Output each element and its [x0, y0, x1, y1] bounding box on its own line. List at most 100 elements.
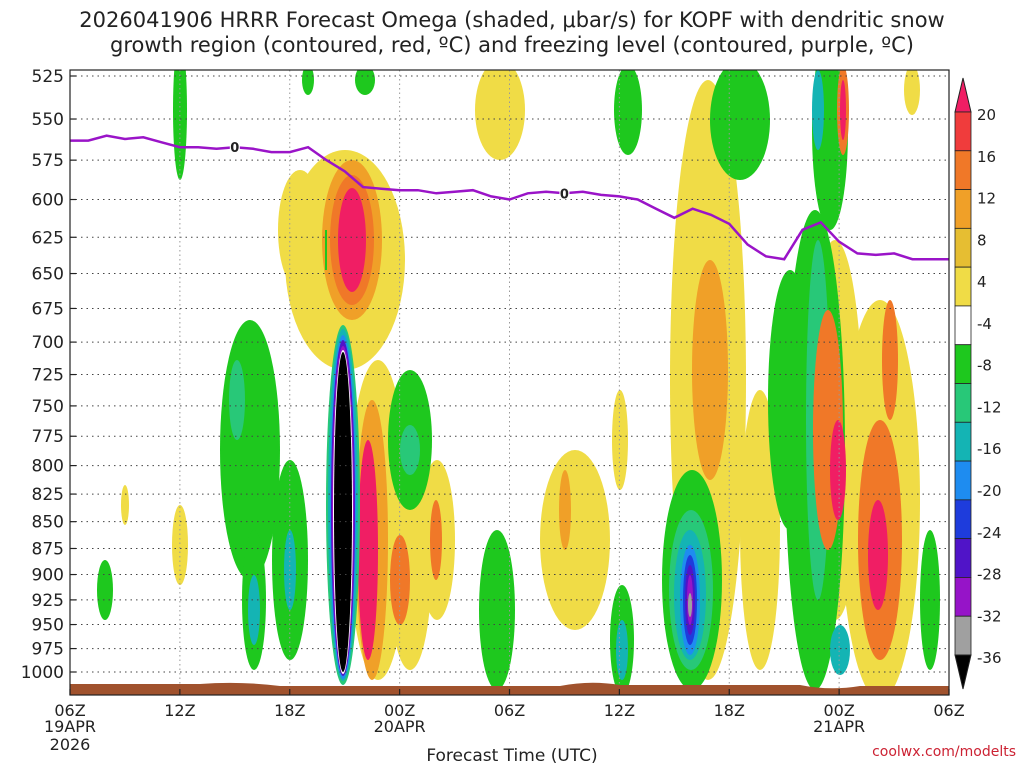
credit-watermark[interactable]: coolwx.com/modelts — [872, 744, 1016, 760]
x-tick-label: 18Z — [714, 701, 745, 720]
y-tick-label: 525 — [32, 67, 64, 87]
colorbar-label: -8 — [977, 357, 992, 375]
x-tick-label: 06Z — [933, 701, 964, 720]
freezing-label-bg — [229, 139, 240, 154]
x-tick-label: 06Z — [54, 701, 85, 720]
colorbar-swatch — [954, 344, 972, 384]
omega-negative-region — [302, 70, 314, 95]
omega-negative-region — [812, 70, 824, 150]
omega-negative-region — [248, 575, 260, 645]
omega-positive-region — [358, 440, 378, 660]
y-tick-label: 975 — [32, 640, 64, 660]
y-tick-label: 625 — [32, 228, 64, 248]
x-date-label: 20APR — [374, 717, 426, 736]
omega-positive-region — [475, 70, 525, 160]
omega-negative-region — [830, 625, 850, 675]
x-date-label: 21APR — [813, 717, 865, 736]
colorbar-label: -32 — [977, 607, 1002, 625]
freezing-label-bg — [559, 185, 570, 200]
time-grid — [179, 70, 840, 695]
colorbar-swatch — [954, 77, 972, 113]
omega-negative-region — [97, 560, 113, 620]
x-year-label: 2026 — [50, 735, 91, 754]
x-tick-label: 12Z — [604, 701, 635, 720]
omega-negative-region — [355, 70, 375, 95]
omega-negative-region — [229, 360, 245, 440]
x-axis-label: Forecast Time (UTC) — [426, 746, 598, 766]
omega-positive-region — [540, 450, 610, 630]
freezing-level-label: 0 — [230, 141, 239, 156]
omega-positive-region — [830, 420, 846, 520]
y-tick-label: 850 — [32, 513, 64, 533]
y-tick-label: 925 — [32, 591, 64, 611]
omega-positive-region — [692, 260, 728, 480]
y-tick-label: 650 — [32, 265, 64, 285]
colorbar-label: -12 — [977, 398, 1002, 416]
colorbar-swatch — [954, 654, 972, 690]
omega-positive-region — [338, 188, 366, 292]
x-tick-label: 06Z — [494, 701, 525, 720]
colorbar-label: -36 — [977, 649, 1002, 667]
y-tick-label: 900 — [32, 566, 64, 586]
y-tick-label: 775 — [32, 427, 64, 447]
colorbar-label: 16 — [977, 148, 996, 166]
colorbar-label: 8 — [977, 231, 987, 249]
omega-negative-region — [688, 593, 692, 617]
colorbar-swatch — [954, 460, 972, 501]
omega-positive-region — [430, 500, 442, 580]
y-tick-label: 700 — [32, 333, 64, 353]
omega-negative-region — [479, 530, 515, 690]
chart-title-line1: 2026041906 HRRR Forecast Omega (shaded, … — [79, 8, 945, 32]
omega-negative-region — [173, 70, 187, 180]
y-tick-label: 725 — [32, 366, 64, 386]
y-tick-label: 600 — [32, 191, 64, 211]
colorbar-swatch — [954, 577, 972, 617]
colorbar-swatch — [954, 227, 972, 268]
colorbar-swatch — [954, 421, 972, 462]
omega-positive-region — [172, 505, 188, 585]
y-tick-label: 800 — [32, 457, 64, 477]
colorbar-swatch — [954, 266, 972, 307]
omega-positive-region — [612, 390, 628, 490]
freezing-level-line — [70, 134, 949, 261]
colorbar-swatch — [954, 189, 972, 229]
x-tick-label: 12Z — [164, 701, 195, 720]
colorbar-swatch — [954, 538, 972, 578]
colorbar-label: 4 — [977, 273, 987, 291]
x-date-label: 19APR — [44, 717, 96, 736]
omega-negative-region — [710, 70, 770, 180]
colorbar-swatch — [954, 383, 972, 423]
y-tick-label: 950 — [32, 616, 64, 636]
freezing-level-label: 0 — [560, 187, 569, 202]
omega-positive-region — [840, 80, 846, 140]
colorbar-swatch — [954, 615, 972, 656]
y-tick-label: 875 — [32, 539, 64, 559]
x-tick-label: 18Z — [274, 701, 305, 720]
omega-negative-region — [400, 425, 420, 475]
x-tick-label: 00Z — [384, 701, 415, 720]
omega-positive-region — [121, 485, 129, 525]
colorbar-label: -28 — [977, 566, 1002, 584]
y-axis: 525 550 575 600 625 650 675 700 725 750 775 800 825 8… — [21, 67, 76, 683]
y-tick-label: 575 — [32, 151, 64, 171]
omega-shading — [97, 70, 940, 695]
omega-negative-region — [616, 620, 628, 680]
colorbar-label: -20 — [977, 482, 1002, 500]
omega-positive-region — [882, 300, 898, 420]
colorbar-label: 12 — [977, 190, 996, 208]
omega-negative-region — [920, 530, 940, 670]
y-tick-label: 750 — [32, 397, 64, 417]
omega-positive-region — [740, 390, 780, 670]
omega-positive-region — [559, 470, 571, 550]
colorbar-label: -4 — [977, 315, 992, 333]
omega-min-core — [334, 352, 352, 672]
colorbar-label: 20 — [977, 106, 996, 124]
omega-positive-region — [278, 170, 322, 290]
omega-positive-region — [868, 500, 888, 610]
colorbar-swatch — [954, 499, 972, 540]
y-tick-label: 1000 — [21, 663, 64, 683]
y-tick-label: 825 — [32, 485, 64, 505]
y-tick-label: 675 — [32, 299, 64, 319]
